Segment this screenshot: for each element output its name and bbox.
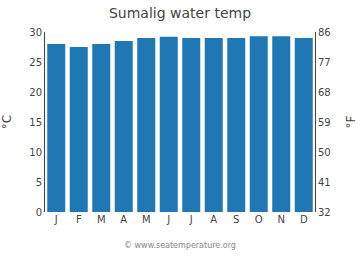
svg-text:M: M <box>97 214 106 225</box>
svg-text:D: D <box>300 214 308 225</box>
svg-text:Sumalig water temp: Sumalig water temp <box>109 5 251 21</box>
svg-text:59: 59 <box>318 117 331 128</box>
svg-text:32: 32 <box>318 207 331 218</box>
svg-text:41: 41 <box>318 177 331 188</box>
svg-text:N: N <box>278 214 285 225</box>
svg-text:5: 5 <box>36 177 42 188</box>
svg-text:J: J <box>166 214 170 225</box>
svg-text:50: 50 <box>318 147 331 158</box>
svg-text:77: 77 <box>318 57 331 68</box>
svg-text:25: 25 <box>29 57 42 68</box>
svg-text:20: 20 <box>29 87 42 98</box>
svg-text:0: 0 <box>36 207 42 218</box>
svg-text:A: A <box>120 214 127 225</box>
svg-text:© www.seatemperature.org: © www.seatemperature.org <box>124 241 236 250</box>
svg-text:A: A <box>210 214 217 225</box>
svg-text:68: 68 <box>318 87 331 98</box>
svg-text:86: 86 <box>318 27 331 38</box>
svg-text:°F: °F <box>344 115 358 128</box>
svg-text:F: F <box>76 214 82 225</box>
svg-text:15: 15 <box>29 117 42 128</box>
svg-text:10: 10 <box>29 147 42 158</box>
svg-text:M: M <box>142 214 151 225</box>
svg-text:O: O <box>255 214 263 225</box>
svg-text:°C: °C <box>0 115 14 129</box>
svg-text:S: S <box>233 214 239 225</box>
svg-text:J: J <box>189 214 193 225</box>
svg-text:J: J <box>54 214 58 225</box>
svg-text:30: 30 <box>29 27 42 38</box>
